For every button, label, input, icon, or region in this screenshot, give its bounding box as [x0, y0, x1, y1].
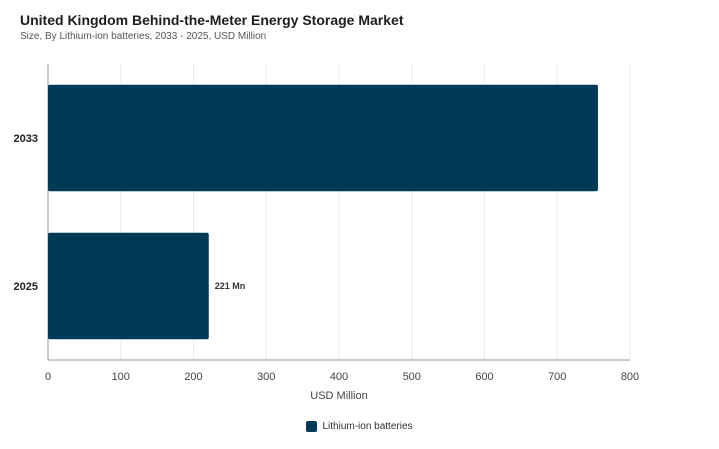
legend-swatch-lithium-ion-batteries	[306, 421, 318, 432]
x-tick-label: 800	[621, 371, 639, 383]
bar-2033	[48, 84, 598, 192]
data-label: 221 Mn	[215, 281, 246, 291]
x-tick-label: 600	[475, 371, 493, 383]
chart-subtitle: Size, By Lithium-ion batteries, 2033 - 2…	[20, 31, 267, 42]
x-axis-title: USD Million	[310, 390, 367, 402]
x-tick-label: 300	[257, 371, 275, 383]
x-tick-label: 200	[184, 371, 202, 383]
y-category-label: 2033	[14, 133, 38, 145]
y-category-label: 2025	[14, 281, 38, 293]
chart-title: United Kingdom Behind-the-Meter Energy S…	[20, 12, 404, 28]
x-tick-label: 0	[45, 371, 51, 383]
x-tick-label: 400	[330, 371, 348, 383]
x-tick-label: 100	[112, 371, 130, 383]
bar-2025	[48, 232, 209, 340]
legend: Lithium-ion batteries	[0, 421, 719, 432]
x-tick-label: 700	[548, 371, 566, 383]
legend-label-lithium-ion-batteries: Lithium-ion batteries	[322, 421, 413, 432]
x-tick-label: 500	[403, 371, 421, 383]
